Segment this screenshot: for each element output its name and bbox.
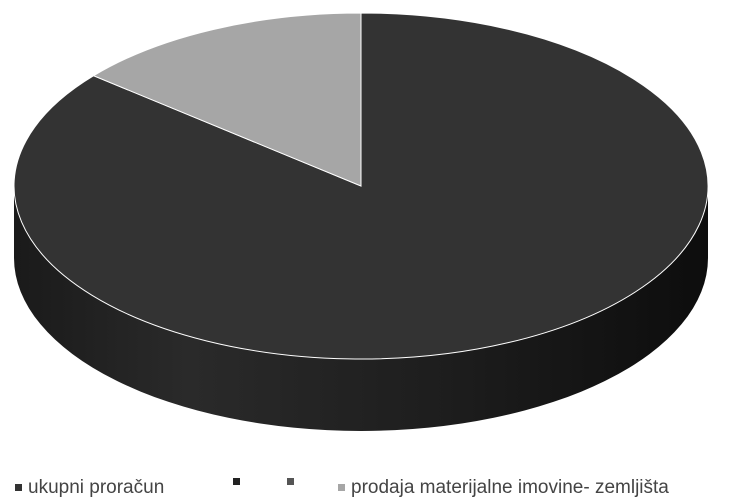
legend-swatch-3	[338, 484, 345, 491]
legend-label-0: ukupni proračun	[28, 477, 165, 498]
pie-slice-3	[92, 12, 362, 187]
legend-item-2	[287, 478, 300, 485]
legend-swatch-0	[15, 484, 22, 491]
legend-item-1	[233, 478, 246, 485]
legend-item-3: prodaja materijalne imovine- zemljišta	[338, 478, 669, 497]
legend-swatch-1	[233, 478, 240, 485]
pie-side-wall	[14, 186, 708, 431]
legend-item-0: ukupni proračun	[15, 478, 164, 497]
legend-label-3: prodaja materijalne imovine- zemljišta	[351, 477, 669, 498]
legend-swatch-2	[287, 478, 294, 485]
legend: ukupni proračun prodaja materijalne imov…	[0, 478, 729, 499]
